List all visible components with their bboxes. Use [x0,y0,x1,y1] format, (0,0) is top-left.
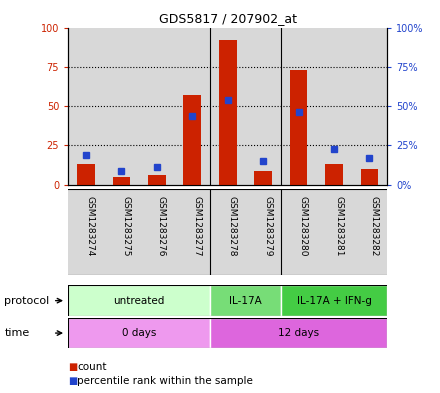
Title: GDS5817 / 207902_at: GDS5817 / 207902_at [159,12,297,25]
Bar [290,70,308,185]
Bar [281,28,316,185]
Text: GSM1283276: GSM1283276 [157,196,166,256]
Bar [246,28,281,185]
Text: GSM1283281: GSM1283281 [334,196,343,256]
Bar [219,40,237,185]
Bar [281,189,316,275]
Text: 12 days: 12 days [278,328,319,338]
Text: time: time [4,328,29,338]
Bar [316,189,352,275]
Text: GSM1283277: GSM1283277 [192,196,201,256]
Bar [148,175,166,185]
Text: IL-17A + IFN-g: IL-17A + IFN-g [297,296,371,306]
Bar [183,95,201,185]
Text: protocol: protocol [4,296,50,306]
Bar [246,189,281,275]
Text: 0 days: 0 days [122,328,156,338]
Bar [325,164,343,185]
Text: GSM1283279: GSM1283279 [263,196,272,256]
Bar [77,164,95,185]
Bar [210,189,246,275]
Bar [68,318,210,348]
Bar [104,189,139,275]
Bar [352,189,387,275]
Bar [316,28,352,185]
Bar [68,285,210,316]
Text: count: count [77,362,106,373]
Bar [104,28,139,185]
Text: GSM1283280: GSM1283280 [299,196,308,256]
Text: GSM1283278: GSM1283278 [228,196,237,256]
Bar [68,28,104,185]
Text: percentile rank within the sample: percentile rank within the sample [77,376,253,386]
Text: GSM1283275: GSM1283275 [121,196,130,256]
Text: GSM1283282: GSM1283282 [370,196,378,256]
Text: ■: ■ [68,362,77,373]
Text: GSM1283274: GSM1283274 [86,196,95,256]
Text: untreated: untreated [114,296,165,306]
Bar [139,28,175,185]
Bar [210,28,246,185]
Bar [254,171,272,185]
Bar [113,177,130,185]
Bar [210,318,387,348]
Text: IL-17A: IL-17A [229,296,262,306]
Bar [361,169,378,185]
Bar [175,189,210,275]
Bar [281,285,387,316]
Bar [175,28,210,185]
Bar [210,285,281,316]
Bar [139,189,175,275]
Bar [352,28,387,185]
Bar [68,189,104,275]
Text: ■: ■ [68,376,77,386]
